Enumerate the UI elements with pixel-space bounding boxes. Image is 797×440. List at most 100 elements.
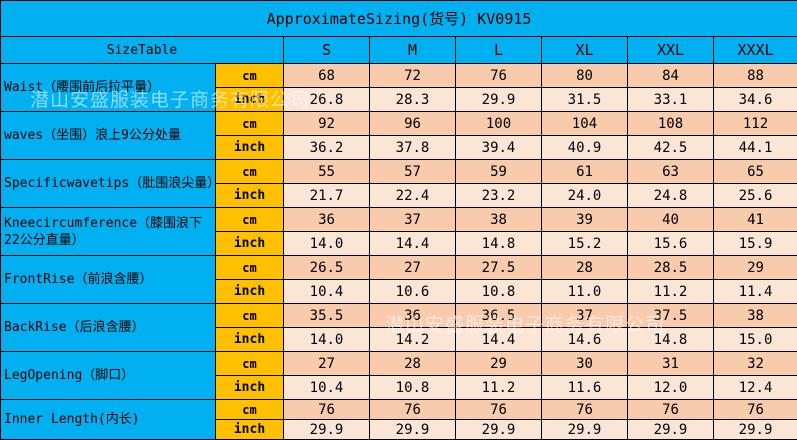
value-cell-cm: 36 <box>370 304 456 328</box>
value-cell-cm: 76 <box>456 400 542 420</box>
value-cell-cm: 36.5 <box>456 304 542 328</box>
unit-label-cm: cm <box>216 400 284 420</box>
value-cell-cm: 28 <box>542 256 628 280</box>
value-cell-cm: 37 <box>542 304 628 328</box>
measurement-name: Kneecircumference（膝围浪下22公分直量） <box>1 208 216 256</box>
value-cell-cm: 96 <box>370 112 456 136</box>
value-cell-inch: 42.5 <box>628 136 714 160</box>
value-cell-cm: 100 <box>456 112 542 136</box>
value-cell-inch: 10.4 <box>284 376 370 400</box>
value-cell-inch: 29.9 <box>714 420 797 440</box>
value-cell-inch: 39.4 <box>456 136 542 160</box>
value-cell-cm: 76 <box>456 64 542 88</box>
value-cell-inch: 14.8 <box>456 232 542 256</box>
size-header: XXXL <box>714 37 797 64</box>
value-cell-inch: 15.0 <box>714 328 797 352</box>
value-cell-cm: 65 <box>714 160 797 184</box>
value-cell-inch: 14.4 <box>456 328 542 352</box>
value-cell-inch: 28.3 <box>370 88 456 112</box>
value-cell-cm: 26.5 <box>284 256 370 280</box>
value-cell-cm: 28.5 <box>628 256 714 280</box>
unit-label-cm: cm <box>216 160 284 184</box>
value-cell-inch: 15.9 <box>714 232 797 256</box>
value-cell-cm: 112 <box>714 112 797 136</box>
value-cell-inch: 15.6 <box>628 232 714 256</box>
value-cell-cm: 29 <box>714 256 797 280</box>
value-cell-inch: 12.4 <box>714 376 797 400</box>
value-cell-cm: 30 <box>542 352 628 376</box>
value-cell-inch: 14.2 <box>370 328 456 352</box>
value-cell-inch: 24.0 <box>542 184 628 208</box>
value-cell-inch: 29.9 <box>542 420 628 440</box>
value-cell-cm: 76 <box>284 400 370 420</box>
measurement-name: Specificwavetips（肶围浪尖量） <box>1 160 216 208</box>
value-cell-cm: 27 <box>370 256 456 280</box>
value-cell-inch: 14.6 <box>542 328 628 352</box>
unit-label-inch: inch <box>216 184 284 208</box>
unit-label-inch: inch <box>216 376 284 400</box>
unit-label-cm: cm <box>216 64 284 88</box>
unit-label-cm: cm <box>216 304 284 328</box>
unit-label-inch: inch <box>216 280 284 304</box>
value-cell-cm: 38 <box>456 208 542 232</box>
value-cell-cm: 76 <box>370 400 456 420</box>
value-cell-cm: 37.5 <box>628 304 714 328</box>
value-cell-inch: 10.8 <box>456 280 542 304</box>
value-cell-inch: 15.2 <box>542 232 628 256</box>
value-cell-inch: 14.8 <box>628 328 714 352</box>
unit-label-inch: inch <box>216 136 284 160</box>
measurement-name: waves（坐围）浪上9公分处量 <box>1 112 216 160</box>
value-cell-inch: 21.7 <box>284 184 370 208</box>
value-cell-cm: 37 <box>370 208 456 232</box>
unit-label-inch: inch <box>216 88 284 112</box>
value-cell-inch: 11.0 <box>542 280 628 304</box>
value-cell-cm: 31 <box>628 352 714 376</box>
value-cell-cm: 55 <box>284 160 370 184</box>
title-row: ApproximateSizing(货号) KV0915 <box>1 1 797 37</box>
value-cell-inch: 11.2 <box>628 280 714 304</box>
table-title: ApproximateSizing(货号) KV0915 <box>1 1 797 37</box>
value-cell-inch: 29.9 <box>456 420 542 440</box>
value-cell-cm: 59 <box>456 160 542 184</box>
size-header: L <box>456 37 542 64</box>
measurement-name: LegOpening（脚口） <box>1 352 216 400</box>
unit-label-cm: cm <box>216 208 284 232</box>
value-cell-cm: 29 <box>456 352 542 376</box>
value-cell-cm: 27.5 <box>456 256 542 280</box>
value-cell-cm: 41 <box>714 208 797 232</box>
measurement-name: BackRise（后浪含腰） <box>1 304 216 352</box>
value-cell-inch: 10.6 <box>370 280 456 304</box>
value-cell-cm: 35.5 <box>284 304 370 328</box>
value-cell-inch: 11.4 <box>714 280 797 304</box>
value-cell-cm: 36 <box>284 208 370 232</box>
value-cell-cm: 63 <box>628 160 714 184</box>
value-cell-cm: 76 <box>714 400 797 420</box>
value-cell-cm: 76 <box>628 400 714 420</box>
value-cell-inch: 31.5 <box>542 88 628 112</box>
value-cell-inch: 33.1 <box>628 88 714 112</box>
size-header: XXL <box>628 37 714 64</box>
value-cell-cm: 88 <box>714 64 797 88</box>
value-cell-inch: 12.0 <box>628 376 714 400</box>
value-cell-inch: 23.2 <box>456 184 542 208</box>
value-cell-cm: 39 <box>542 208 628 232</box>
unit-label-cm: cm <box>216 112 284 136</box>
value-cell-inch: 22.4 <box>370 184 456 208</box>
value-cell-cm: 40 <box>628 208 714 232</box>
value-cell-cm: 84 <box>628 64 714 88</box>
value-cell-inch: 10.8 <box>370 376 456 400</box>
value-cell-inch: 14.0 <box>284 232 370 256</box>
value-cell-cm: 32 <box>714 352 797 376</box>
value-cell-cm: 80 <box>542 64 628 88</box>
unit-label-inch: inch <box>216 232 284 256</box>
value-cell-inch: 37.8 <box>370 136 456 160</box>
value-cell-cm: 104 <box>542 112 628 136</box>
measurement-name: Waist（腰围前后拉平量） <box>1 64 216 112</box>
value-cell-inch: 29.9 <box>370 420 456 440</box>
value-cell-cm: 92 <box>284 112 370 136</box>
